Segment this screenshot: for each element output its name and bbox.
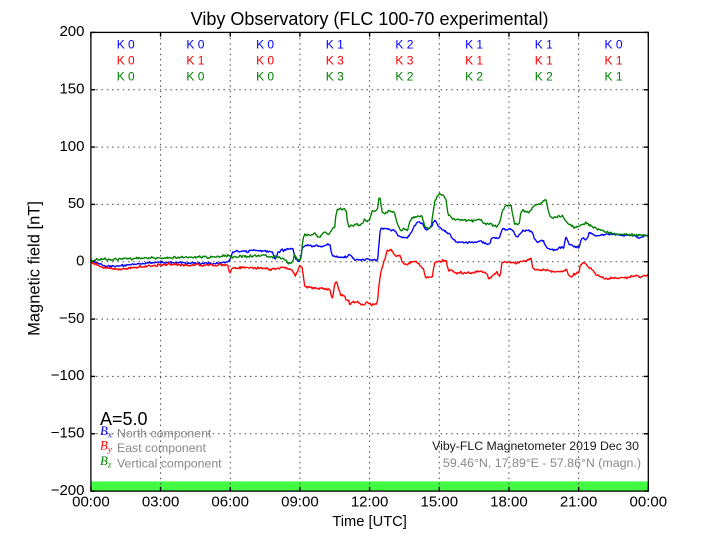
- svg-text:K 3: K 3: [326, 70, 344, 84]
- svg-text:15:00: 15:00: [421, 494, 459, 511]
- svg-text:00:00: 00:00: [630, 494, 668, 511]
- svg-text:K 0: K 0: [186, 38, 204, 52]
- svg-text:Magnetic field [nT]: Magnetic field [nT]: [26, 201, 44, 336]
- svg-text:K 1: K 1: [326, 38, 344, 52]
- svg-text:12:00: 12:00: [351, 494, 389, 511]
- svg-text:K 3: K 3: [395, 54, 413, 68]
- svg-text:59.46°N, 17.89°E - 57.86°N (ma: 59.46°N, 17.89°E - 57.86°N (magn.): [443, 456, 641, 470]
- svg-text:K 2: K 2: [535, 70, 553, 84]
- svg-text:−150: −150: [51, 425, 85, 442]
- svg-text:K 0: K 0: [256, 54, 274, 68]
- svg-text:18:00: 18:00: [490, 494, 528, 511]
- svg-text:K 1: K 1: [535, 38, 553, 52]
- svg-text:09:00: 09:00: [281, 494, 319, 511]
- svg-text:K 0: K 0: [117, 54, 135, 68]
- svg-text:K 0: K 0: [256, 70, 274, 84]
- svg-text:−50: −50: [59, 310, 84, 327]
- svg-text:K 2: K 2: [395, 38, 413, 52]
- svg-text:K 1: K 1: [186, 54, 204, 68]
- svg-text:00:00: 00:00: [72, 494, 110, 511]
- svg-text:Viby-FLC Magnetometer 2019 Dec: Viby-FLC Magnetometer 2019 Dec 30: [432, 439, 639, 453]
- svg-text:East component: East component: [117, 441, 206, 455]
- svg-text:North component: North component: [117, 426, 212, 440]
- svg-text:K 2: K 2: [395, 70, 413, 84]
- svg-text:A=5.0: A=5.0: [100, 409, 148, 429]
- svg-text:50: 50: [68, 195, 85, 212]
- svg-text:0: 0: [76, 253, 84, 270]
- svg-text:K 0: K 0: [256, 38, 274, 52]
- svg-text:06:00: 06:00: [211, 494, 249, 511]
- svg-text:K 1: K 1: [465, 54, 483, 68]
- svg-text:K 3: K 3: [326, 54, 344, 68]
- svg-text:K 0: K 0: [186, 70, 204, 84]
- svg-text:K 2: K 2: [465, 70, 483, 84]
- svg-text:21:00: 21:00: [560, 494, 598, 511]
- svg-text:Bz: Bz: [100, 454, 112, 470]
- svg-text:100: 100: [59, 138, 84, 155]
- svg-text:K 1: K 1: [535, 54, 553, 68]
- svg-text:Viby Observatory (FLC 100-70 e: Viby Observatory (FLC 100-70 experimenta…: [191, 9, 549, 29]
- svg-text:−200: −200: [51, 482, 85, 499]
- svg-text:K 1: K 1: [604, 54, 622, 68]
- svg-text:Time [UTC]: Time [UTC]: [332, 514, 407, 530]
- svg-text:03:00: 03:00: [142, 494, 180, 511]
- svg-text:Bx: Bx: [100, 424, 112, 440]
- svg-text:K 1: K 1: [604, 70, 622, 84]
- svg-text:K 1: K 1: [465, 38, 483, 52]
- svg-text:K 0: K 0: [604, 38, 622, 52]
- svg-text:K 0: K 0: [117, 38, 135, 52]
- svg-text:K 0: K 0: [117, 70, 135, 84]
- svg-text:150: 150: [59, 81, 84, 98]
- svg-text:Vertical component: Vertical component: [117, 456, 222, 470]
- svg-text:200: 200: [59, 23, 84, 40]
- svg-text:By: By: [100, 439, 112, 455]
- svg-text:−100: −100: [51, 367, 85, 384]
